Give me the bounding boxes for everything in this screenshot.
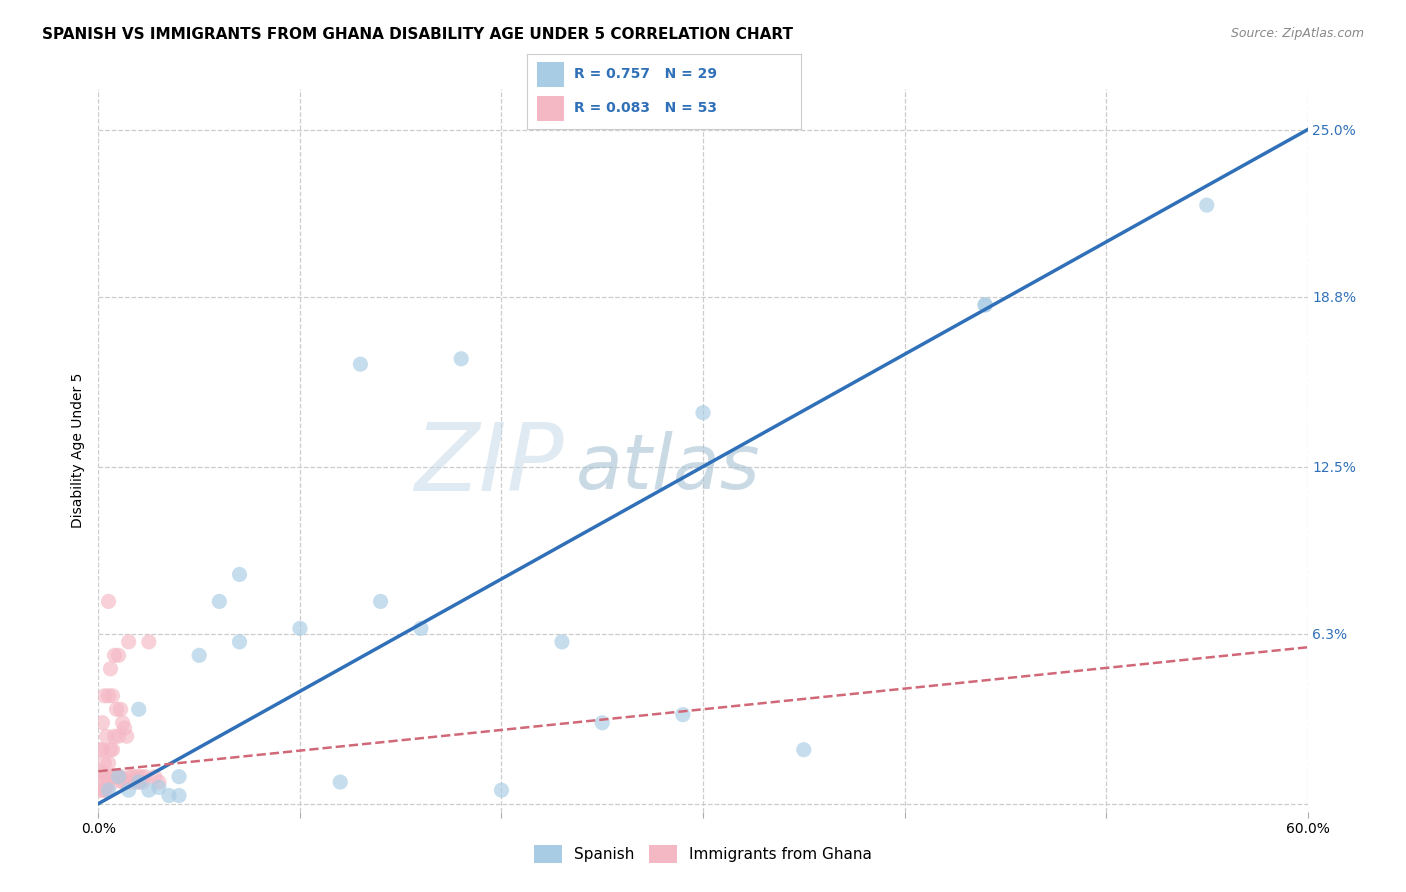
Point (101, 775, 124, 789)
Point (228, 635, 250, 649)
Point (97, 594, 120, 608)
Point (288, 621, 311, 635)
Point (101, 742, 124, 756)
Point (124, 775, 146, 789)
Point (105, 770, 128, 784)
Point (672, 707, 695, 722)
Point (121, 770, 143, 784)
Text: Source: ZipAtlas.com: Source: ZipAtlas.com (1230, 27, 1364, 40)
Point (107, 648, 129, 663)
Point (115, 775, 138, 789)
Point (91, 715, 114, 730)
Point (110, 770, 132, 784)
Point (93, 756, 115, 771)
Point (97, 783, 120, 797)
Point (591, 715, 613, 730)
Point (89, 742, 111, 756)
Point (157, 789, 180, 803)
Point (128, 775, 150, 789)
Point (89, 764, 111, 779)
Point (114, 775, 136, 789)
Point (491, 783, 513, 797)
Point (93, 770, 115, 784)
Point (96, 770, 118, 784)
FancyBboxPatch shape (537, 62, 564, 87)
Point (89, 783, 111, 797)
Legend: Spanish, Immigrants from Ghana: Spanish, Immigrants from Ghana (527, 839, 879, 869)
Point (148, 780, 170, 795)
Point (329, 775, 352, 789)
Point (114, 721, 136, 735)
Point (349, 357, 371, 371)
Point (793, 742, 815, 756)
FancyBboxPatch shape (537, 96, 564, 121)
Point (974, 298, 997, 312)
Point (143, 770, 166, 784)
Point (128, 775, 150, 789)
Point (692, 406, 714, 420)
Point (138, 635, 160, 649)
Point (101, 689, 124, 703)
Point (103, 648, 125, 663)
Point (103, 770, 125, 784)
Point (974, 298, 997, 312)
Point (125, 770, 148, 784)
Point (111, 775, 134, 789)
Point (93, 689, 115, 703)
Point (105, 702, 128, 716)
Point (97, 689, 120, 703)
Point (111, 715, 134, 730)
Point (103, 729, 125, 743)
Point (228, 567, 250, 582)
Point (167, 789, 190, 803)
Y-axis label: Disability Age Under 5: Disability Age Under 5 (70, 373, 84, 528)
Point (132, 775, 155, 789)
Text: ZIP: ZIP (415, 419, 564, 510)
Point (409, 621, 432, 635)
Point (107, 770, 129, 784)
Text: R = 0.083   N = 53: R = 0.083 N = 53 (574, 102, 717, 115)
Point (115, 729, 138, 743)
Point (148, 775, 170, 789)
Point (96, 729, 118, 743)
Point (107, 770, 129, 784)
Point (91, 783, 114, 797)
Point (93, 783, 115, 797)
Point (91, 770, 114, 784)
Point (118, 783, 141, 797)
Point (128, 702, 150, 716)
Point (100, 770, 122, 784)
Text: R = 0.757   N = 29: R = 0.757 N = 29 (574, 68, 717, 81)
Point (100, 742, 122, 756)
Point (107, 729, 129, 743)
Point (100, 662, 122, 676)
Text: atlas: atlas (576, 431, 761, 505)
Point (118, 635, 141, 649)
Point (97, 756, 120, 771)
Point (450, 351, 472, 366)
Point (208, 594, 231, 608)
Point (91, 742, 114, 756)
Point (96, 783, 118, 797)
Point (188, 648, 211, 663)
Point (120, 770, 142, 784)
Point (370, 594, 392, 608)
Point (1195, 198, 1218, 212)
Point (110, 702, 132, 716)
Point (551, 635, 574, 649)
Point (97, 775, 120, 789)
Point (167, 770, 190, 784)
Point (138, 783, 160, 797)
Point (134, 770, 156, 784)
Point (129, 770, 152, 784)
Point (118, 775, 141, 789)
Text: SPANISH VS IMMIGRANTS FROM GHANA DISABILITY AGE UNDER 5 CORRELATION CHART: SPANISH VS IMMIGRANTS FROM GHANA DISABIL… (42, 27, 793, 42)
